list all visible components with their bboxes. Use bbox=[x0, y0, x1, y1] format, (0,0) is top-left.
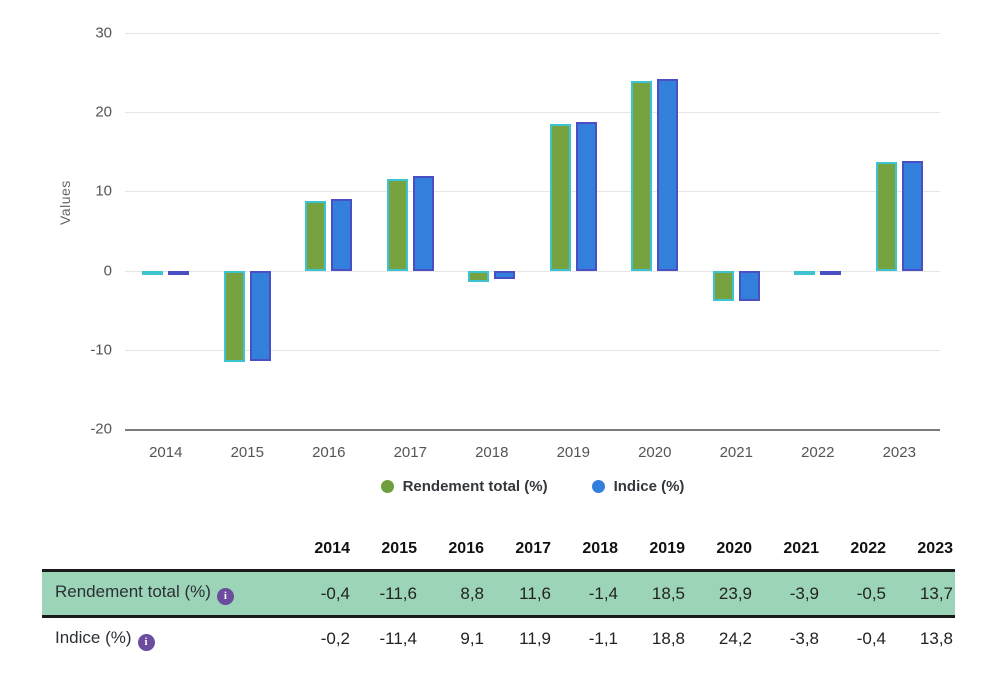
table-value-cell: -0,2 bbox=[320, 629, 350, 649]
bar-2018-series-1[interactable] bbox=[494, 270, 516, 280]
row-label: Indice (%) bbox=[55, 627, 132, 647]
info-icon[interactable]: i bbox=[137, 633, 155, 651]
y-tick-label: -10 bbox=[90, 341, 112, 359]
gridline bbox=[125, 112, 940, 114]
table-header: 2014 2015 2016 2017 2018 2019 2020 2021 2022 2023 bbox=[42, 540, 955, 571]
y-tick-label: 10 bbox=[95, 182, 112, 200]
table-year-header: 2021 bbox=[783, 540, 819, 557]
table-year-header: 2023 bbox=[917, 540, 953, 557]
table-value-cell: -0,4 bbox=[856, 629, 886, 649]
table-value-cell: -1,1 bbox=[588, 629, 618, 649]
y-axis-title: Values bbox=[57, 180, 73, 225]
table-value-cell: -11,4 bbox=[379, 629, 418, 649]
table-row: Indice (%) i -0,2 -11,4 9,1 11,9 -1,1 18,8 24,2 -… bbox=[42, 617, 955, 661]
bar-2020-series-1[interactable] bbox=[657, 78, 679, 271]
gridline bbox=[125, 33, 940, 34]
plot-area bbox=[125, 33, 940, 431]
table-year-header: 2020 bbox=[716, 540, 752, 557]
table-value-cell: -0,4 bbox=[320, 583, 350, 603]
legend-dot-icon bbox=[591, 480, 605, 493]
bar-2022-series-1[interactable] bbox=[820, 270, 842, 275]
gridline bbox=[125, 191, 940, 193]
table-value-cell: -0,5 bbox=[856, 583, 886, 603]
table-value-cell: 9,1 bbox=[460, 629, 484, 649]
table-value-cell: 23,9 bbox=[718, 583, 752, 603]
row-label-cell: Indice (%) i bbox=[42, 617, 285, 661]
table-value-cell: 8,8 bbox=[460, 583, 484, 603]
x-tick-label: 2022 bbox=[801, 444, 835, 461]
x-tick-label: 2014 bbox=[149, 444, 183, 461]
legend-label: Indice (%) bbox=[613, 478, 685, 495]
y-tick-label: 20 bbox=[95, 103, 112, 121]
x-tick-label: 2016 bbox=[312, 444, 346, 461]
x-tick-label: 2015 bbox=[230, 444, 264, 461]
bar-2017-series-1[interactable] bbox=[412, 176, 434, 271]
table-row: Rendement total (%) i -0,4 -11,6 8,8 11,6 -1,4… bbox=[42, 570, 955, 617]
bar-2023-series-1[interactable] bbox=[901, 161, 923, 271]
table-value-cell: -1,4 bbox=[588, 583, 618, 603]
data-table: 2014 2015 2016 2017 2018 2019 2020 2021 2022 2023… bbox=[42, 540, 955, 661]
y-tick-label: -20 bbox=[90, 420, 112, 438]
table-year-header: 2022 bbox=[850, 540, 886, 557]
bar-2015-series-1[interactable] bbox=[249, 270, 271, 361]
x-tick-label: 2018 bbox=[475, 444, 509, 461]
bar-2016-series-0[interactable] bbox=[305, 200, 327, 271]
table-year-header: 2019 bbox=[649, 540, 685, 557]
info-icon[interactable]: i bbox=[216, 588, 234, 605]
table-value-cell: 18,8 bbox=[651, 629, 685, 649]
bar-2022-series-0[interactable] bbox=[794, 270, 816, 275]
bar-2017-series-0[interactable] bbox=[386, 178, 408, 271]
y-tick-label: 30 bbox=[95, 24, 112, 42]
table-value-cell: -3,8 bbox=[789, 629, 819, 649]
bar-2021-series-0[interactable] bbox=[712, 270, 734, 302]
table-value-cell: 11,9 bbox=[519, 629, 551, 649]
bar-chart: Values 30 20 10 0 -10 -20 2014 2015 2016 2017 201… bbox=[57, 24, 940, 495]
x-tick-label: 2023 bbox=[882, 444, 916, 461]
x-tick-label: 2021 bbox=[719, 444, 753, 461]
legend-label: Rendement total (%) bbox=[402, 478, 548, 495]
table-value-cell: 13,7 bbox=[919, 583, 953, 603]
row-label: Rendement total (%) bbox=[55, 582, 211, 601]
legend-dot-icon bbox=[380, 480, 394, 493]
gridline bbox=[125, 349, 940, 351]
table-value-cell: 11,6 bbox=[519, 583, 551, 603]
bar-2015-series-0[interactable] bbox=[223, 270, 245, 363]
bar-2020-series-0[interactable] bbox=[631, 81, 653, 271]
bar-2014-series-1[interactable] bbox=[168, 270, 190, 275]
table-year-header: 2017 bbox=[515, 540, 551, 557]
bar-2018-series-0[interactable] bbox=[468, 270, 490, 282]
table-year-header: 2016 bbox=[448, 540, 484, 557]
bar-2016-series-1[interactable] bbox=[331, 198, 353, 271]
x-axis-line bbox=[125, 429, 940, 431]
data-table-section: 2014 2015 2016 2017 2018 2019 2020 2021 2022 2023… bbox=[42, 540, 955, 661]
bar-2023-series-0[interactable] bbox=[875, 162, 897, 271]
bar-2014-series-0[interactable] bbox=[142, 270, 164, 275]
table-corner-cell bbox=[42, 540, 285, 571]
row-label-cell: Rendement total (%) i bbox=[42, 571, 285, 617]
table-year-header: 2014 bbox=[314, 540, 350, 557]
table-value-cell: -11,6 bbox=[379, 583, 418, 603]
table-value-cell: -3,9 bbox=[789, 583, 819, 603]
bar-2019-series-0[interactable] bbox=[549, 124, 571, 271]
bar-2019-series-1[interactable] bbox=[575, 121, 597, 271]
table-value-cell: 18,5 bbox=[651, 583, 685, 603]
bar-2021-series-1[interactable] bbox=[738, 270, 760, 301]
y-tick-label: 0 bbox=[103, 262, 112, 280]
table-year-header: 2018 bbox=[582, 540, 618, 557]
gridline bbox=[125, 270, 940, 272]
table-year-header: 2015 bbox=[381, 540, 417, 557]
legend-item-1[interactable]: Indice (%) bbox=[591, 478, 685, 495]
legend-item-0[interactable]: Rendement total (%) bbox=[380, 478, 548, 495]
x-tick-label: 2019 bbox=[556, 444, 590, 461]
chart-legend: Rendement total (%) Indice (%) bbox=[125, 478, 940, 495]
table-value-cell: 13,8 bbox=[919, 629, 953, 649]
x-tick-label: 2020 bbox=[638, 444, 672, 461]
table-value-cell: 24,2 bbox=[718, 629, 752, 649]
x-tick-label: 2017 bbox=[393, 444, 427, 461]
